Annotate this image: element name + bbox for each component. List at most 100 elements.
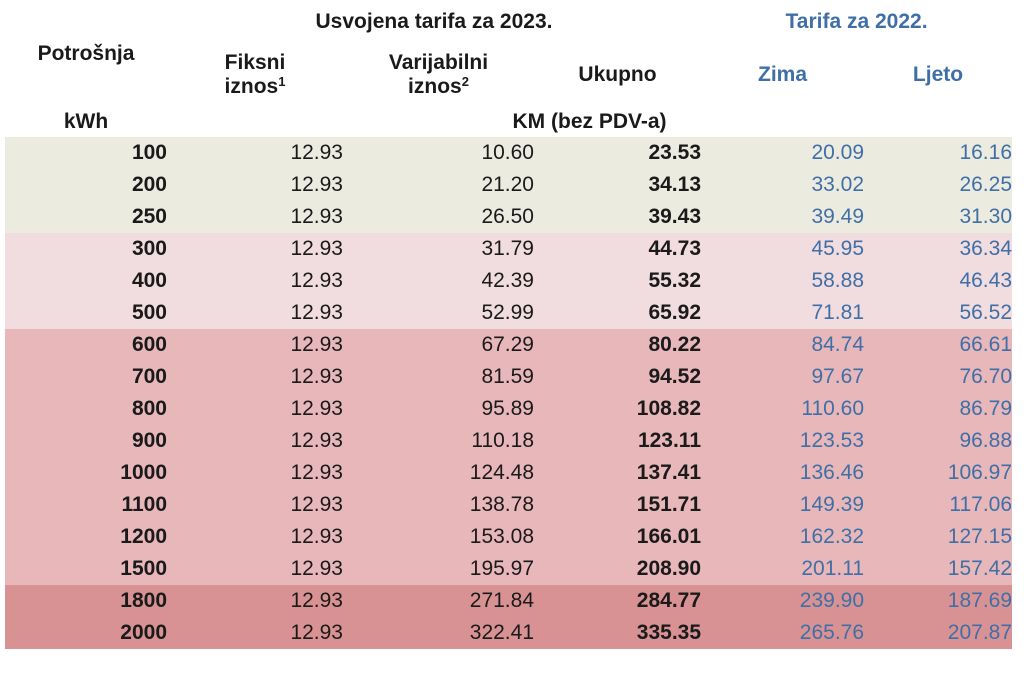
- cell-zima-2022: 265.76: [701, 617, 865, 649]
- cell-ukupno: 284.77: [534, 585, 702, 617]
- cell-ljeto-2022: 66.61: [864, 329, 1013, 361]
- table-row: 1100 12.93 138.78 151.71 149.39 117.06: [5, 489, 1013, 521]
- table-row: 200 12.93 21.20 34.13 33.02 26.25: [5, 169, 1013, 201]
- cell-ukupno: 55.32: [534, 265, 702, 297]
- header-zima: Zima: [701, 43, 865, 107]
- table-row: 300 12.93 31.79 44.73 45.95 36.34: [5, 233, 1013, 265]
- cell-zima-2022: 136.46: [701, 457, 865, 489]
- cell-ukupno: 34.13: [534, 169, 702, 201]
- cell-fiksni-iznos: 12.93: [167, 361, 343, 393]
- cell-fiksni-iznos: 12.93: [167, 393, 343, 425]
- cell-kwh: 1800: [5, 585, 167, 617]
- cell-varijabilni-iznos: 138.78: [343, 489, 534, 521]
- cell-ukupno: 44.73: [534, 233, 702, 265]
- cell-kwh: 700: [5, 361, 167, 393]
- cell-ljeto-2022: 26.25: [864, 169, 1013, 201]
- cell-zima-2022: 33.02: [701, 169, 865, 201]
- cell-fiksni-iznos: 12.93: [167, 617, 343, 649]
- table-row: 900 12.93 110.18 123.11 123.53 96.88: [5, 425, 1013, 457]
- table-row: 700 12.93 81.59 94.52 97.67 76.70: [5, 361, 1013, 393]
- cell-ljeto-2022: 106.97: [864, 457, 1013, 489]
- cell-ljeto-2022: 46.43: [864, 265, 1013, 297]
- header-tarifa-2022: Tarifa za 2022.: [701, 0, 1013, 43]
- cell-zima-2022: 149.39: [701, 489, 865, 521]
- table-row: 500 12.93 52.99 65.92 71.81 56.52: [5, 297, 1013, 329]
- cell-zima-2022: 58.88: [701, 265, 865, 297]
- table-row: 1000 12.93 124.48 137.41 136.46 106.97: [5, 457, 1013, 489]
- cell-ljeto-2022: 56.52: [864, 297, 1013, 329]
- cell-fiksni-iznos: 12.93: [167, 553, 343, 585]
- cell-ukupno: 208.90: [534, 553, 702, 585]
- cell-fiksni-iznos: 12.93: [167, 265, 343, 297]
- header-row-1: Potrošnja Usvojena tarifa za 2023. Tarif…: [5, 0, 1013, 107]
- footnote-2-marker: 2: [461, 74, 469, 89]
- table-row: 1200 12.93 153.08 166.01 162.32 127.15: [5, 521, 1013, 553]
- cell-zima-2022: 39.49: [701, 201, 865, 233]
- cell-kwh: 500: [5, 297, 167, 329]
- cell-varijabilni-iznos: 110.18: [343, 425, 534, 457]
- cell-kwh: 250: [5, 201, 167, 233]
- cell-varijabilni-iznos: 26.50: [343, 201, 534, 233]
- cell-ukupno: 108.82: [534, 393, 702, 425]
- cell-ukupno: 137.41: [534, 457, 702, 489]
- header-fiksni-line1: Fiksni: [224, 51, 286, 74]
- cell-kwh: 300: [5, 233, 167, 265]
- header-fiksni-iznos: Fiksni iznos1: [167, 43, 343, 107]
- cell-ukupno: 23.53: [534, 137, 702, 169]
- cell-ukupno: 80.22: [534, 329, 702, 361]
- cell-ljeto-2022: 117.06: [864, 489, 1013, 521]
- cell-varijabilni-iznos: 95.89: [343, 393, 534, 425]
- cell-kwh: 1200: [5, 521, 167, 553]
- cell-fiksni-iznos: 12.93: [167, 233, 343, 265]
- cell-kwh: 2000: [5, 617, 167, 649]
- cell-zima-2022: 123.53: [701, 425, 865, 457]
- cell-fiksni-iznos: 12.93: [167, 201, 343, 233]
- footnote-1-marker: 1: [278, 74, 286, 89]
- cell-kwh: 200: [5, 169, 167, 201]
- header-varijabilni-iznos: Varijabilni iznos2: [343, 43, 534, 107]
- cell-ukupno: 166.01: [534, 521, 702, 553]
- cell-zima-2022: 20.09: [701, 137, 865, 169]
- table-row: 400 12.93 42.39 55.32 58.88 46.43: [5, 265, 1013, 297]
- cell-kwh: 1500: [5, 553, 167, 585]
- cell-ljeto-2022: 157.42: [864, 553, 1013, 585]
- cell-ukupno: 123.11: [534, 425, 702, 457]
- table-row: 250 12.93 26.50 39.43 39.49 31.30: [5, 201, 1013, 233]
- cell-varijabilni-iznos: 124.48: [343, 457, 534, 489]
- header-row-units: kWh KM (bez PDV-a): [5, 107, 1013, 137]
- cell-fiksni-iznos: 12.93: [167, 329, 343, 361]
- table-row: 1800 12.93 271.84 284.77 239.90 187.69: [5, 585, 1013, 617]
- cell-ljeto-2022: 127.15: [864, 521, 1013, 553]
- header-varijabilni-line1: Varijabilni: [388, 51, 489, 74]
- cell-varijabilni-iznos: 21.20: [343, 169, 534, 201]
- cell-ljeto-2022: 36.34: [864, 233, 1013, 265]
- cell-ljeto-2022: 16.16: [864, 137, 1013, 169]
- table-row: 2000 12.93 322.41 335.35 265.76 207.87: [5, 617, 1013, 649]
- cell-varijabilni-iznos: 31.79: [343, 233, 534, 265]
- cell-kwh: 100: [5, 137, 167, 169]
- cell-varijabilni-iznos: 67.29: [343, 329, 534, 361]
- cell-ukupno: 94.52: [534, 361, 702, 393]
- cell-fiksni-iznos: 12.93: [167, 169, 343, 201]
- cell-kwh: 1000: [5, 457, 167, 489]
- cell-zima-2022: 201.11: [701, 553, 865, 585]
- cell-varijabilni-iznos: 52.99: [343, 297, 534, 329]
- cell-ljeto-2022: 187.69: [864, 585, 1013, 617]
- cell-varijabilni-iznos: 195.97: [343, 553, 534, 585]
- cell-ljeto-2022: 76.70: [864, 361, 1013, 393]
- header-row-2: Fiksni iznos1 Varijabilni iznos2 Ukupno …: [5, 43, 1013, 107]
- cell-fiksni-iznos: 12.93: [167, 137, 343, 169]
- cell-fiksni-iznos: 12.93: [167, 521, 343, 553]
- cell-zima-2022: 239.90: [701, 585, 865, 617]
- cell-ljeto-2022: 31.30: [864, 201, 1013, 233]
- cell-fiksni-iznos: 12.93: [167, 585, 343, 617]
- cell-varijabilni-iznos: 81.59: [343, 361, 534, 393]
- tariff-table: Potrošnja Usvojena tarifa za 2023. Tarif…: [5, 0, 1013, 649]
- cell-fiksni-iznos: 12.93: [167, 297, 343, 329]
- header-potrosnja: Potrošnja: [5, 0, 167, 107]
- table-row: 800 12.93 95.89 108.82 110.60 86.79: [5, 393, 1013, 425]
- cell-zima-2022: 45.95: [701, 233, 865, 265]
- cell-zima-2022: 97.67: [701, 361, 865, 393]
- cell-ukupno: 65.92: [534, 297, 702, 329]
- cell-zima-2022: 84.74: [701, 329, 865, 361]
